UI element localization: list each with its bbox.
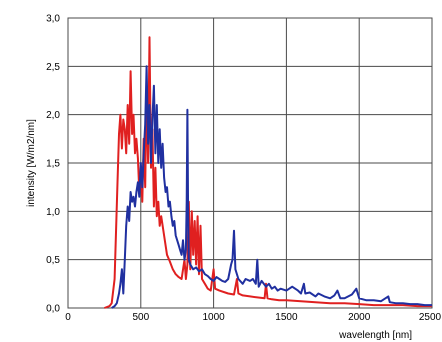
y-tick-label: 0,5 <box>46 255 60 266</box>
grid-lines <box>68 18 432 308</box>
y-tick-label: 1,5 <box>46 159 60 170</box>
x-tick-label: 1500 <box>275 312 298 323</box>
x-tick-label: 0 <box>65 312 71 323</box>
y-axis-label: intensity [W/m2/nm] <box>26 119 37 207</box>
y-tick-label: 3,0 <box>46 14 60 25</box>
series-layer <box>104 36 432 309</box>
series-line-blue <box>111 65 432 309</box>
x-tick-label: 1000 <box>202 312 225 323</box>
x-tick-label: 500 <box>132 312 149 323</box>
y-tick-label: 2,0 <box>46 110 60 121</box>
x-tick-label: 2000 <box>348 312 371 323</box>
x-tick-labels: 0 500 1000 1500 2000 2500 <box>65 312 441 323</box>
y-tick-labels: 0,0 0,5 1,0 1,5 2,0 2,5 3,0 <box>46 14 60 315</box>
y-tick-label: 0,0 <box>46 304 60 315</box>
x-tick-label: 2500 <box>419 312 442 323</box>
y-tick-label: 2,5 <box>46 62 60 73</box>
y-tick-label: 1,0 <box>46 207 60 218</box>
x-axis-label: wavelength [nm] <box>338 330 412 341</box>
